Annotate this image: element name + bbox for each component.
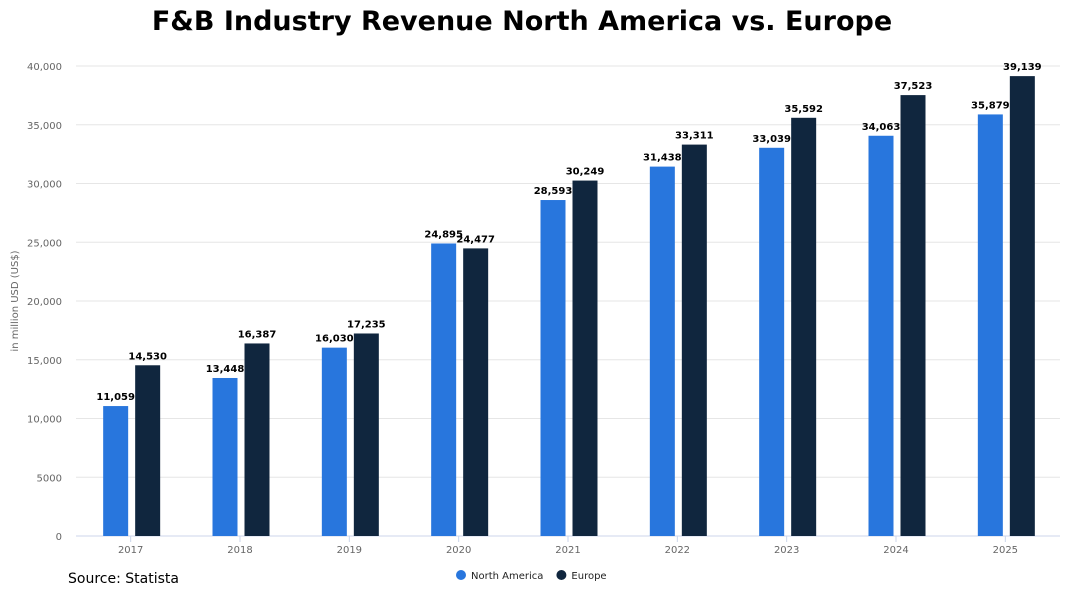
chart-title: F&B Industry Revenue North America vs. E…	[151, 6, 893, 37]
bar-north-america	[868, 135, 894, 536]
data-label: 37,523	[894, 81, 933, 92]
y-tick-label: 40,000	[27, 62, 62, 73]
data-label: 35,879	[971, 100, 1010, 111]
x-tick-label: 2017	[118, 545, 143, 556]
data-label: 35,592	[784, 104, 823, 115]
legend-marker-north-america	[456, 570, 466, 580]
data-label: 14,530	[128, 351, 167, 362]
x-tick-label: 2022	[665, 545, 690, 556]
data-label: 17,235	[347, 319, 386, 330]
legend-marker-europe	[556, 570, 567, 580]
x-tick-label: 2018	[227, 545, 252, 556]
data-label: 28,593	[534, 186, 573, 197]
y-axis-label: in million USD (US$)	[10, 250, 21, 351]
data-label: 16,387	[238, 329, 277, 340]
bar-europe	[791, 117, 817, 536]
data-label: 31,438	[643, 153, 682, 164]
y-tick-label: 30,000	[27, 180, 62, 191]
bar-north-america	[759, 147, 785, 536]
x-tick-label: 2019	[337, 545, 362, 556]
x-tick-label: 2024	[883, 545, 908, 556]
data-label: 33,039	[752, 134, 791, 145]
bar-europe	[135, 365, 161, 536]
data-label: 13,448	[206, 364, 245, 375]
bar-europe	[1009, 76, 1035, 536]
x-tick-label: 2021	[555, 545, 580, 556]
bar-europe	[572, 180, 598, 536]
data-label: 33,311	[675, 131, 714, 142]
bar-north-america	[540, 200, 566, 536]
bar-europe	[900, 95, 926, 537]
data-label: 11,059	[96, 392, 135, 403]
source-note: Source: Statista	[68, 571, 179, 587]
x-tick-label: 2025	[993, 545, 1018, 556]
data-label: 34,063	[862, 122, 901, 133]
y-tick-label: 5000	[37, 473, 62, 484]
legend-label: Europe	[571, 571, 606, 582]
y-tick-label: 25,000	[27, 238, 62, 249]
bar-north-america	[431, 243, 457, 536]
data-label: 24,477	[456, 234, 495, 245]
y-tick-label: 35,000	[27, 121, 62, 132]
data-label: 16,030	[315, 334, 354, 345]
bar-europe	[244, 343, 270, 536]
y-tick-label: 15,000	[27, 356, 62, 367]
bar-north-america	[103, 406, 129, 536]
bar-europe	[353, 333, 379, 536]
data-label: 24,895	[424, 229, 463, 240]
data-label: 39,139	[1003, 62, 1042, 73]
y-tick-label: 10,000	[27, 415, 62, 426]
bar-europe	[681, 144, 707, 536]
y-tick-label: 0	[56, 532, 62, 543]
bar-north-america	[977, 114, 1003, 536]
bar-north-america	[321, 347, 347, 536]
bar-europe	[463, 248, 489, 536]
y-tick-label: 20,000	[27, 297, 62, 308]
data-label: 30,249	[566, 167, 605, 178]
bar-north-america	[212, 377, 238, 536]
x-tick-label: 2023	[774, 545, 799, 556]
legend-label: North America	[471, 571, 543, 582]
bar-north-america	[649, 166, 675, 536]
x-tick-label: 2020	[446, 545, 471, 556]
